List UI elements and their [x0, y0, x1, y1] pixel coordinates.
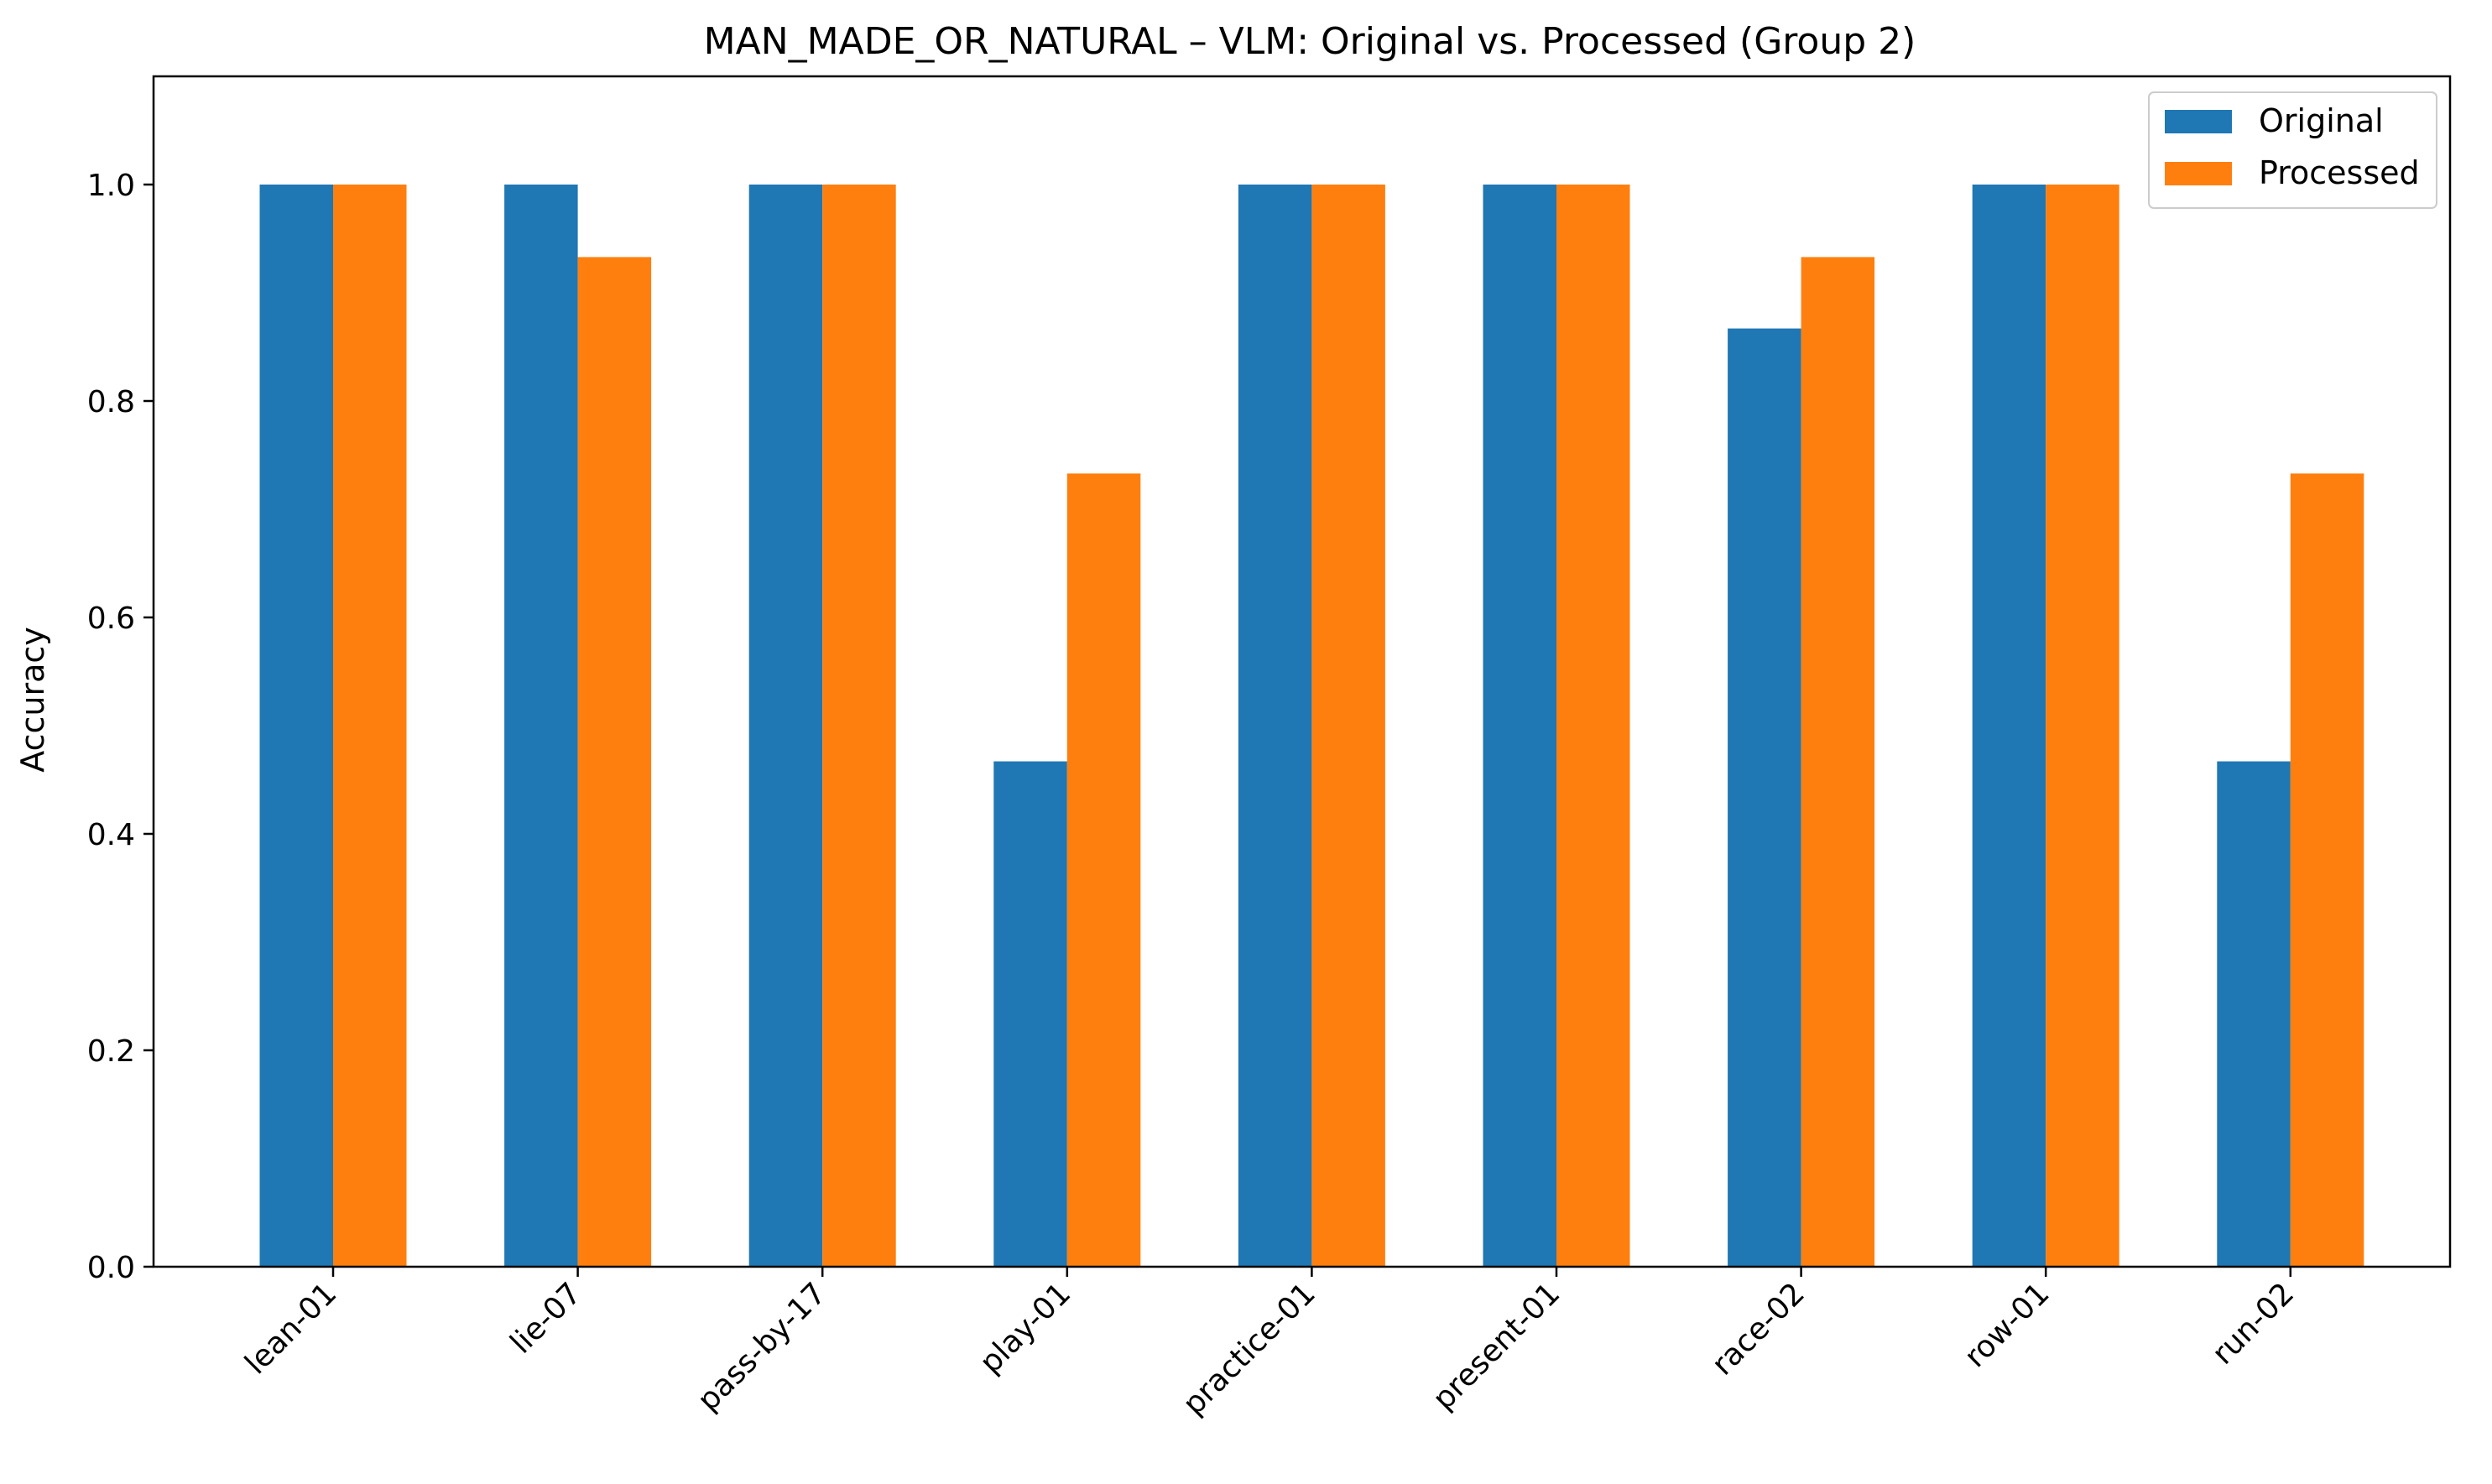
y-tick-label: 0.2: [87, 1034, 135, 1069]
bar-original-present-01: [1483, 185, 1556, 1267]
legend-label-processed: Processed: [2259, 154, 2420, 191]
y-tick-label: 0.6: [87, 601, 135, 636]
bar-original-run-02: [2217, 761, 2291, 1267]
bar-original-pass-by-17: [748, 185, 823, 1267]
y-tick-label: 0.0: [87, 1251, 135, 1285]
bar-processed-lean-01: [333, 185, 407, 1267]
bar-original-lean-01: [259, 185, 333, 1267]
y-tick-label: 0.8: [87, 385, 135, 419]
y-tick-label: 0.4: [87, 818, 135, 852]
bar-original-race-02: [1728, 328, 1801, 1267]
y-ticks: 0.0 0.2 0.4 0.6 0.8 1.0: [87, 169, 154, 1285]
bar-processed-run-02: [2290, 473, 2364, 1267]
bar-processed-race-02: [1801, 257, 1875, 1268]
y-tick-label: 1.0: [87, 169, 135, 203]
y-axis-label: Accuracy: [14, 627, 51, 773]
bar-original-practice-01: [1238, 185, 1312, 1267]
bar-processed-row-01: [2046, 185, 2119, 1267]
bar-original-play-01: [993, 761, 1067, 1267]
bar-processed-pass-by-17: [822, 185, 896, 1267]
bar-processed-lie-07: [577, 257, 652, 1268]
plot-frame: [152, 75, 2452, 1268]
legend-swatch-processed: [2165, 162, 2232, 185]
legend: Original Processed: [2148, 91, 2437, 209]
bar-original-row-01: [1972, 185, 2046, 1267]
bar-processed-practice-01: [1311, 185, 1385, 1267]
bar-original-lie-07: [504, 185, 578, 1267]
bar-processed-play-01: [1066, 473, 1141, 1267]
legend-swatch-original: [2165, 110, 2232, 133]
chart-title: MAN_MADE_OR_NATURAL – VLM: Original vs. …: [704, 20, 1916, 63]
bars-layer: [259, 185, 2364, 1268]
legend-label-original: Original: [2259, 102, 2384, 139]
bar-processed-present-01: [1556, 185, 1630, 1267]
